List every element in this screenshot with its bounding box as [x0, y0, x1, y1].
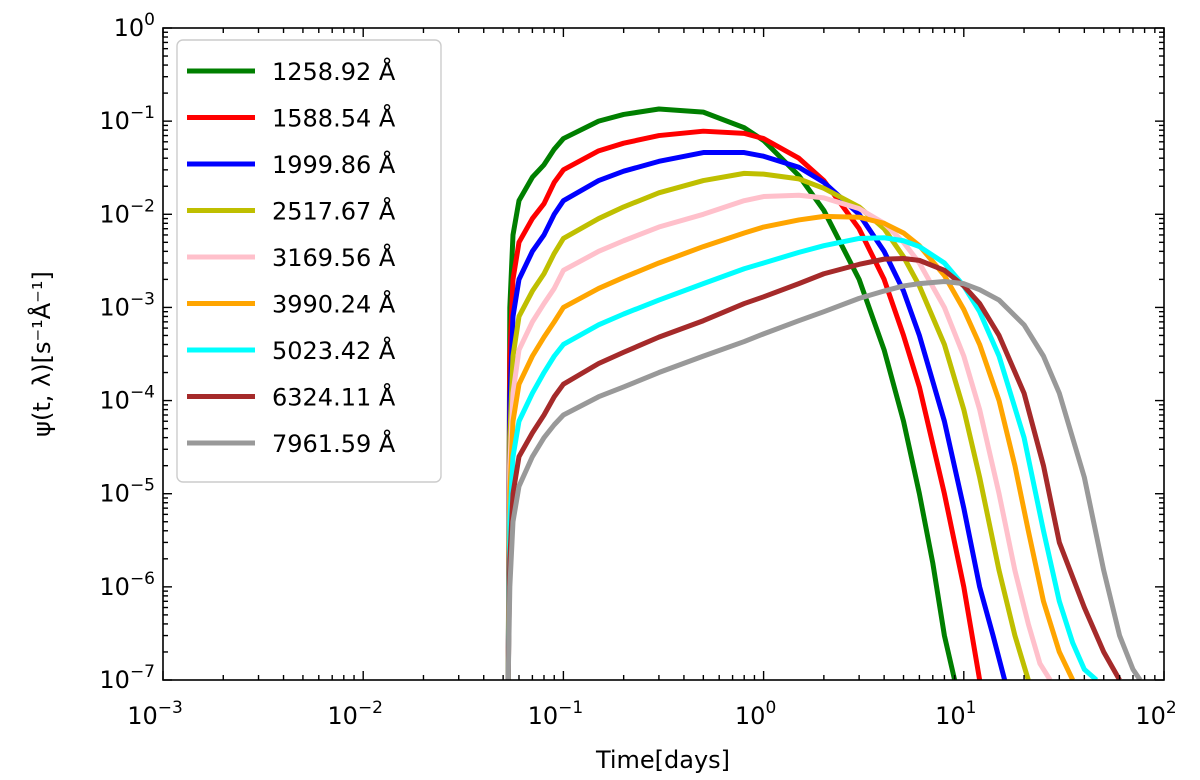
ticks-layer: [162, 27, 1165, 681]
series-line-7: [505, 235, 1099, 680]
legend-box: [176, 39, 442, 483]
legend-item: 3169.56 Å: [187, 243, 396, 272]
x-tick-label: 10−2: [327, 698, 383, 730]
legend-label: 1588.54 Å: [272, 104, 396, 133]
legend-label: 3169.56 Å: [272, 243, 396, 272]
series-line-6: [505, 213, 1075, 680]
x-tick-label: 102: [1135, 698, 1176, 730]
series-line-2: [505, 128, 983, 680]
legend-item: 7961.59 Å: [187, 429, 396, 458]
y-tick-label: 10−5: [99, 476, 155, 508]
y-tick-label: 10−4: [99, 383, 155, 415]
legend-label: 6324.11 Å: [272, 383, 396, 412]
legend-item: 2517.67 Å: [187, 197, 396, 226]
y-tick-label: 10−2: [99, 196, 155, 228]
y-axis-label: ψ(t, λ)[s⁻¹Å⁻¹]: [27, 271, 56, 437]
x-tick-label: 10−3: [127, 698, 183, 730]
tick-labels: 10−3 10−2 10−1 100 101 102 10−7 10−6 10−5 10−4 10−…: [99, 10, 1176, 730]
x-axis-label: Time[days]: [595, 746, 730, 774]
legend-item: 1999.86 Å: [187, 150, 396, 179]
legend-label: 1999.86 Å: [272, 150, 396, 179]
legend-label: 2517.67 Å: [272, 197, 396, 226]
y-tick-label: 10−6: [99, 569, 155, 601]
series-layer: [505, 106, 1143, 680]
x-tick-label: 100: [735, 698, 776, 730]
legend-item: 1588.54 Å: [187, 104, 396, 133]
legend-label: 5023.42 Å: [272, 336, 396, 365]
legend-label: 7961.59 Å: [272, 429, 396, 458]
y-tick-label: 10−7: [99, 662, 155, 694]
series-line-8: [505, 256, 1122, 680]
legend: 1258.92 Å 1588.54 Å 1999.86 Å 2517.67 Å 3169…: [176, 39, 442, 483]
series-line-3: [505, 150, 1008, 680]
legend-item: 3990.24 Å: [187, 290, 396, 319]
series-line-9: [505, 278, 1143, 680]
legend-item: 1258.92 Å: [187, 57, 396, 86]
series-line-4: [505, 170, 1031, 680]
plot-frame: [162, 27, 1165, 681]
legend-label: 3990.24 Å: [272, 290, 396, 319]
y-tick-label: 100: [114, 10, 155, 42]
series-line-1: [505, 106, 958, 680]
legend-item: 6324.11 Å: [187, 383, 396, 412]
y-tick-label: 10−1: [99, 103, 155, 135]
legend-label: 1258.92 Å: [272, 57, 396, 86]
legend-item: 5023.42 Å: [187, 336, 396, 365]
y-tick-label: 10−3: [99, 289, 155, 321]
x-tick-label: 101: [935, 698, 976, 730]
series-line-5: [505, 192, 1053, 680]
x-tick-label: 10−1: [528, 698, 584, 730]
